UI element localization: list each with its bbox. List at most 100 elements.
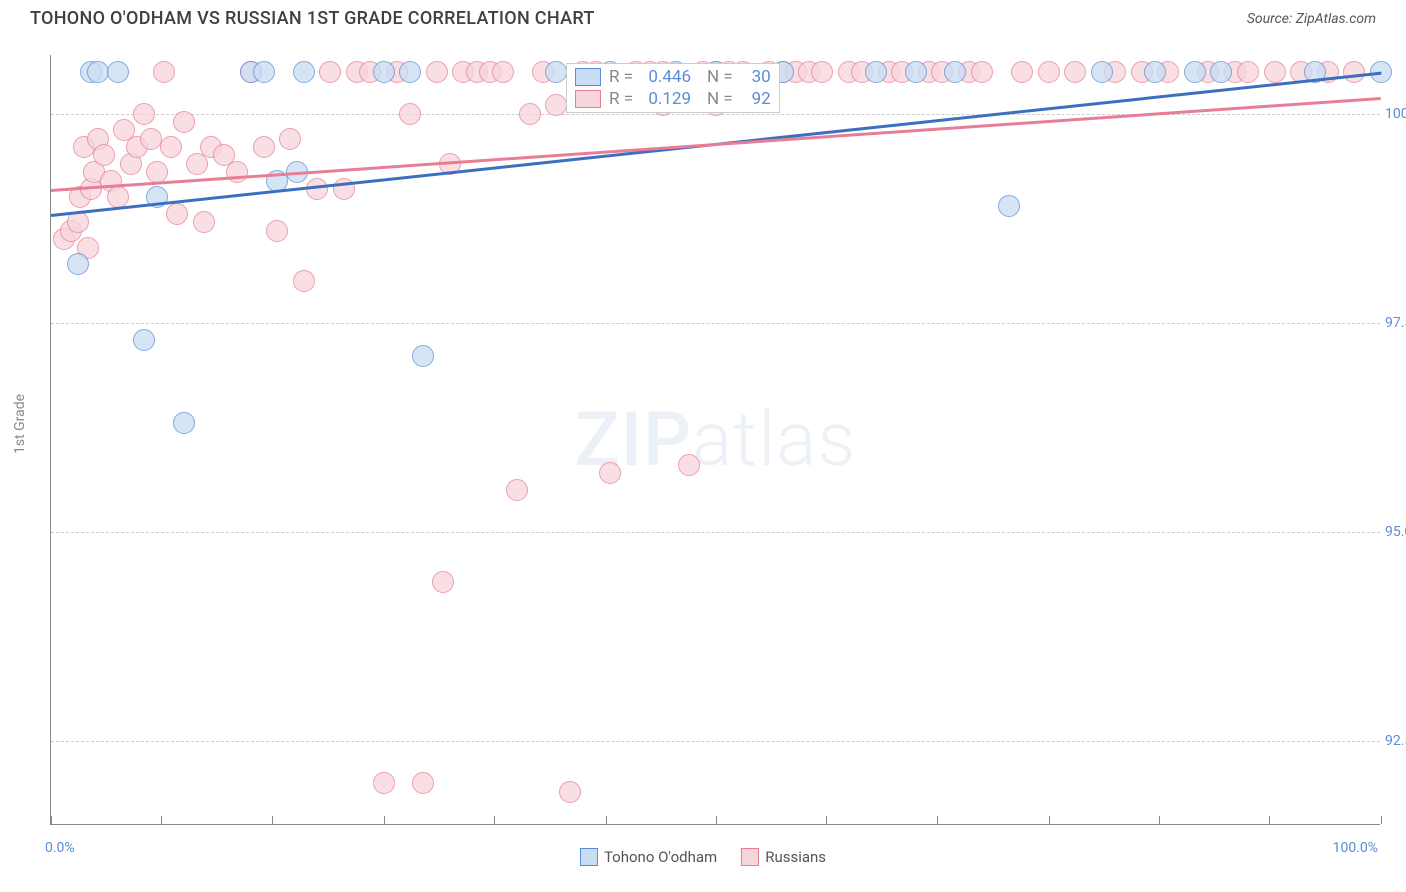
data-point xyxy=(865,61,887,83)
data-point xyxy=(412,772,434,794)
data-point xyxy=(1091,61,1113,83)
data-point xyxy=(133,103,155,125)
data-point xyxy=(811,61,833,83)
data-point xyxy=(1210,61,1232,83)
bottom-legend: Tohono O'odham Russians xyxy=(580,848,826,866)
data-point xyxy=(432,571,454,593)
plot-area: ZIPatlas 92.5%95.0%97.5%100.0%R =0.446N … xyxy=(50,55,1380,825)
data-point xyxy=(146,161,168,183)
data-point xyxy=(545,94,567,116)
data-point xyxy=(1064,61,1086,83)
data-point xyxy=(87,61,109,83)
y-axis-label: 1st Grade xyxy=(12,394,28,454)
data-point xyxy=(998,195,1020,217)
n-label: N = xyxy=(707,67,733,87)
data-point xyxy=(319,61,341,83)
n-value: 30 xyxy=(741,67,771,87)
data-point xyxy=(426,61,448,83)
data-point xyxy=(140,128,162,150)
x-axis-min-label: 0.0% xyxy=(45,840,75,856)
data-point xyxy=(226,161,248,183)
data-point xyxy=(971,61,993,83)
x-tick xyxy=(1159,816,1160,824)
legend-item: Russians xyxy=(741,848,826,866)
x-tick xyxy=(1269,816,1270,824)
x-tick xyxy=(716,816,717,824)
n-value: 92 xyxy=(741,89,771,109)
data-point xyxy=(293,61,315,83)
gridline-h xyxy=(51,741,1380,742)
data-point xyxy=(905,61,927,83)
legend-label: Russians xyxy=(765,848,826,866)
data-point xyxy=(253,61,275,83)
data-point xyxy=(93,144,115,166)
data-point xyxy=(492,61,514,83)
header: TOHONO O'ODHAM VS RUSSIAN 1ST GRADE CORR… xyxy=(0,0,1406,29)
data-point xyxy=(399,61,421,83)
stats-legend: R = 0.446 N = 30 R = 0.129 N = 92 xyxy=(566,63,780,113)
data-point xyxy=(559,781,581,803)
y-tick-label: 100.0% xyxy=(1385,106,1406,122)
data-point xyxy=(253,136,275,158)
r-label: R = xyxy=(609,89,633,109)
x-tick xyxy=(1381,816,1382,824)
chart-container: TOHONO O'ODHAM VS RUSSIAN 1ST GRADE CORR… xyxy=(0,0,1406,892)
legend-swatch xyxy=(580,848,598,866)
r-value: 0.129 xyxy=(641,89,691,109)
data-point xyxy=(166,203,188,225)
x-tick xyxy=(161,816,162,824)
data-point xyxy=(373,772,395,794)
x-tick xyxy=(826,816,827,824)
source-label: Source: ZipAtlas.com xyxy=(1247,11,1376,27)
data-point xyxy=(599,462,621,484)
stats-legend-row: R = 0.129 N = 92 xyxy=(575,88,771,110)
data-point xyxy=(1038,61,1060,83)
data-point xyxy=(678,454,700,476)
gridline-h xyxy=(51,323,1380,324)
data-point xyxy=(193,211,215,233)
y-tick-label: 97.5% xyxy=(1385,315,1406,331)
data-point xyxy=(944,61,966,83)
legend-item: Tohono O'odham xyxy=(580,848,717,866)
data-point xyxy=(279,128,301,150)
n-label: N = xyxy=(707,89,733,109)
x-tick xyxy=(51,816,52,824)
x-tick xyxy=(384,816,385,824)
x-tick xyxy=(272,816,273,824)
x-axis-max-label: 100.0% xyxy=(1333,840,1378,856)
chart-title: TOHONO O'ODHAM VS RUSSIAN 1ST GRADE CORR… xyxy=(30,8,595,29)
data-point xyxy=(266,220,288,242)
data-point xyxy=(133,329,155,351)
legend-swatch xyxy=(575,90,601,108)
legend-swatch xyxy=(575,68,601,86)
data-point xyxy=(545,61,567,83)
r-label: R = xyxy=(609,67,633,87)
data-point xyxy=(67,253,89,275)
data-point xyxy=(1011,61,1033,83)
data-point xyxy=(1343,61,1365,83)
data-point xyxy=(107,61,129,83)
data-point xyxy=(1237,61,1259,83)
x-tick xyxy=(494,816,495,824)
gridline-h xyxy=(51,532,1380,533)
data-point xyxy=(1184,61,1206,83)
data-point xyxy=(160,136,182,158)
x-tick xyxy=(937,816,938,824)
legend-label: Tohono O'odham xyxy=(604,848,717,866)
data-point xyxy=(412,345,434,367)
data-point xyxy=(399,103,421,125)
data-point xyxy=(1264,61,1286,83)
data-point xyxy=(153,61,175,83)
y-tick-label: 95.0% xyxy=(1385,524,1406,540)
y-tick-label: 92.5% xyxy=(1385,733,1406,749)
data-point xyxy=(506,479,528,501)
legend-swatch xyxy=(741,848,759,866)
r-value: 0.446 xyxy=(641,67,691,87)
data-point xyxy=(373,61,395,83)
stats-legend-row: R = 0.446 N = 30 xyxy=(575,66,771,88)
x-tick xyxy=(606,816,607,824)
x-tick xyxy=(1049,816,1050,824)
data-point xyxy=(519,103,541,125)
data-point xyxy=(293,270,315,292)
data-point xyxy=(173,412,195,434)
